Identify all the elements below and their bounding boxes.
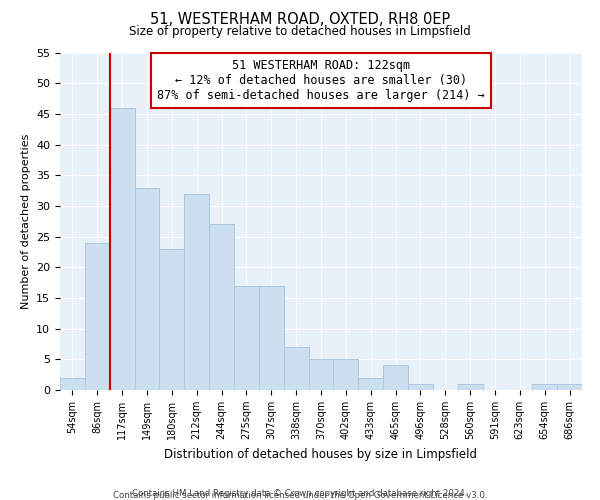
Text: Contains HM Land Registry data © Crown copyright and database right 2024.: Contains HM Land Registry data © Crown c… [132,488,468,498]
Bar [209,224,234,390]
Bar [284,347,308,390]
Bar [160,249,184,390]
Bar [308,360,334,390]
Text: Size of property relative to detached houses in Limpsfield: Size of property relative to detached ho… [129,25,471,38]
Text: 51, WESTERHAM ROAD, OXTED, RH8 0EP: 51, WESTERHAM ROAD, OXTED, RH8 0EP [150,12,450,28]
Bar [383,366,408,390]
Bar [134,188,160,390]
Bar [259,286,284,390]
Bar [60,378,85,390]
Bar [358,378,383,390]
Bar [110,108,134,390]
Text: Contains public sector information licensed under the Open Government Licence v3: Contains public sector information licen… [113,491,487,500]
Y-axis label: Number of detached properties: Number of detached properties [20,134,31,309]
Bar [557,384,582,390]
Bar [184,194,209,390]
Bar [85,242,110,390]
Bar [408,384,433,390]
Bar [458,384,482,390]
Bar [532,384,557,390]
Bar [234,286,259,390]
Bar [334,360,358,390]
X-axis label: Distribution of detached houses by size in Limpsfield: Distribution of detached houses by size … [164,448,478,460]
Text: 51 WESTERHAM ROAD: 122sqm
← 12% of detached houses are smaller (30)
87% of semi-: 51 WESTERHAM ROAD: 122sqm ← 12% of detac… [157,59,485,102]
